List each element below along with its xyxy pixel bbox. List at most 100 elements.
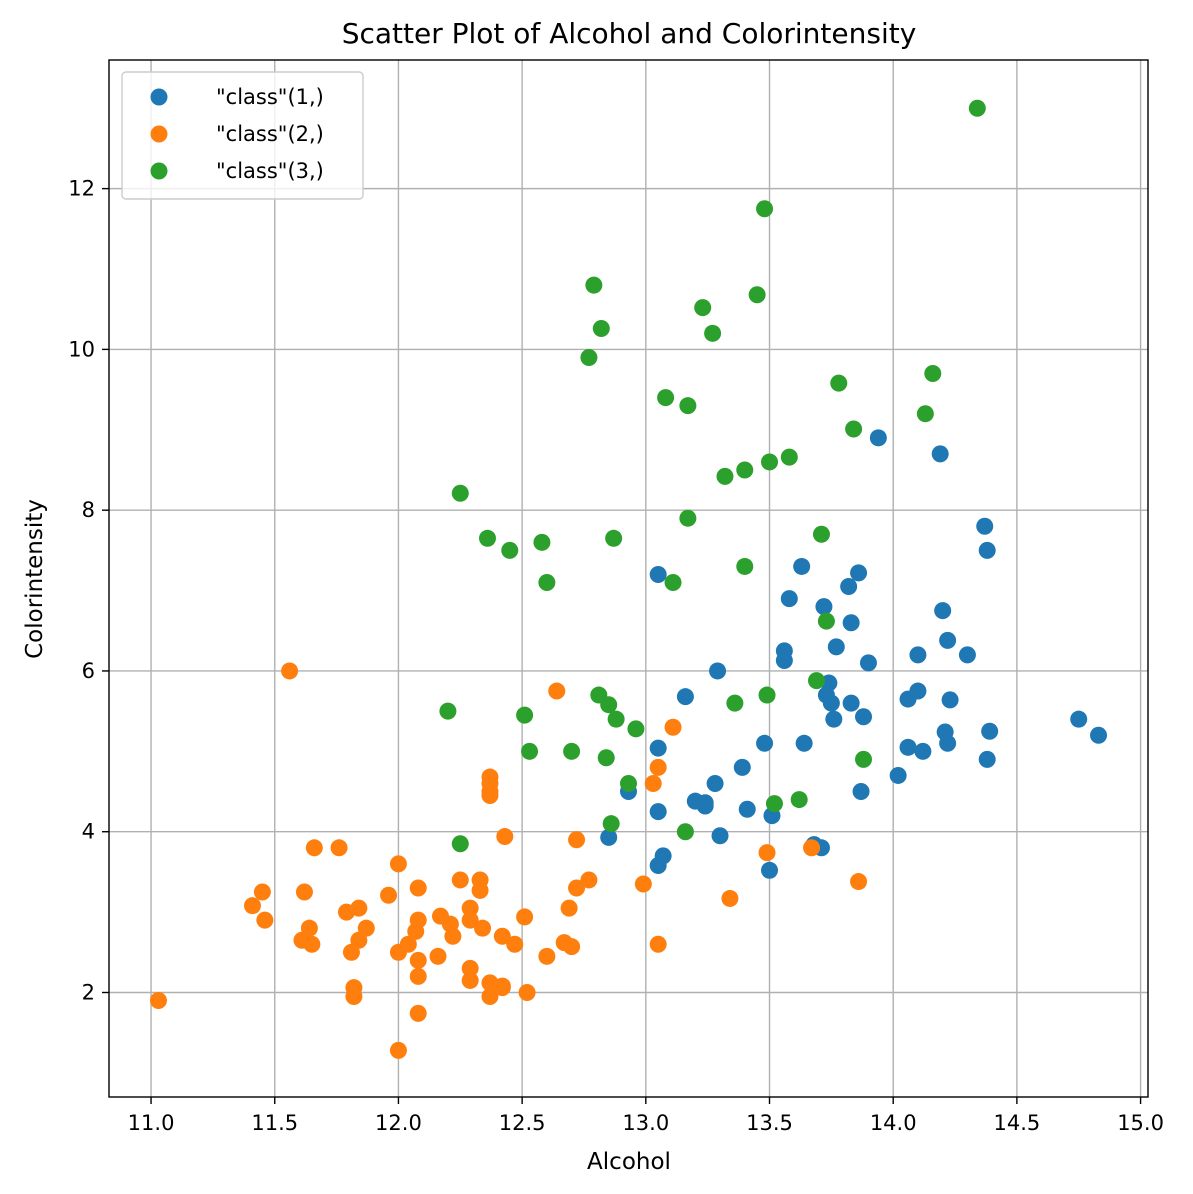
x-tick-label: 11.5 <box>251 1111 298 1135</box>
data-point <box>761 861 779 879</box>
data-point <box>399 935 417 953</box>
data-point <box>607 710 625 728</box>
data-point <box>555 934 573 952</box>
data-point <box>657 389 675 407</box>
data-point <box>330 839 348 857</box>
data-point <box>644 774 662 792</box>
data-point <box>758 686 776 704</box>
data-point <box>516 706 534 724</box>
data-point <box>345 988 363 1006</box>
data-point <box>1090 726 1108 744</box>
data-point <box>407 922 425 940</box>
data-point <box>716 467 734 485</box>
chart-title: Scatter Plot of Alcohol and Colorintensi… <box>342 17 917 50</box>
data-point <box>389 1041 407 1059</box>
data-point <box>842 694 860 712</box>
y-tick-label: 8 <box>82 498 95 522</box>
data-point <box>506 935 524 953</box>
data-point <box>808 672 826 690</box>
data-point <box>850 564 868 582</box>
data-point <box>493 927 511 945</box>
grid-lines <box>109 60 1148 1097</box>
data-point <box>958 646 976 664</box>
y-tick-label: 10 <box>68 337 95 361</box>
data-point <box>600 828 618 846</box>
data-point <box>357 919 375 937</box>
data-point <box>817 612 835 630</box>
data-point <box>409 879 427 897</box>
data-point <box>496 828 514 846</box>
legend-marker <box>150 125 168 143</box>
series-1-points <box>600 429 1108 879</box>
data-point <box>978 750 996 768</box>
data-point <box>934 602 952 620</box>
legend-label: "class"(2,) <box>216 122 324 146</box>
data-point <box>409 967 427 985</box>
data-point <box>597 749 615 767</box>
data-point <box>1070 710 1088 728</box>
data-point <box>936 723 954 741</box>
data-point <box>721 889 739 907</box>
data-point <box>380 886 398 904</box>
data-point <box>676 823 694 841</box>
data-point <box>924 365 942 383</box>
data-point <box>726 694 744 712</box>
data-point <box>293 931 311 949</box>
data-point <box>600 696 618 714</box>
x-tick-label: 14.0 <box>870 1111 917 1135</box>
data-point <box>765 795 783 813</box>
data-point <box>518 983 536 1001</box>
data-point <box>548 682 566 700</box>
data-point <box>481 768 499 786</box>
y-tick-label: 4 <box>82 820 95 844</box>
data-point <box>389 855 407 873</box>
data-point <box>429 947 447 965</box>
data-point <box>568 831 586 849</box>
data-point <box>563 742 581 760</box>
data-point <box>679 397 697 415</box>
data-point <box>899 690 917 708</box>
data-point <box>664 574 682 592</box>
data-point <box>337 903 355 921</box>
data-point <box>478 529 496 547</box>
x-tick-label: 14.5 <box>994 1111 1041 1135</box>
data-point <box>738 800 756 818</box>
x-axis-ticks: 11.0 11.5 12.0 12.5 13.0 13.5 14.0 14.5 15.0 <box>128 1097 1164 1135</box>
data-points <box>149 99 1108 1059</box>
data-point <box>676 688 694 706</box>
data-point <box>845 420 863 438</box>
data-point <box>827 638 845 656</box>
data-point <box>568 879 586 897</box>
data-point <box>976 517 994 535</box>
data-point <box>756 734 774 752</box>
data-point <box>649 565 667 583</box>
x-tick-label: 11.0 <box>128 1111 175 1135</box>
data-point <box>471 871 489 889</box>
data-point <box>461 959 479 977</box>
data-point <box>803 839 821 857</box>
data-point <box>501 541 519 559</box>
data-point <box>439 702 457 720</box>
data-point <box>409 951 427 969</box>
data-point <box>696 794 714 812</box>
legend: "class"(1,) "class"(2,) "class"(3,) <box>121 71 364 200</box>
data-point <box>914 742 932 760</box>
data-point <box>649 935 667 953</box>
x-axis-label: Alcohol <box>587 1149 671 1175</box>
data-point <box>461 911 479 929</box>
data-point <box>461 971 479 989</box>
data-point <box>780 590 798 608</box>
x-tick-label: 13.0 <box>622 1111 669 1135</box>
data-point <box>602 815 620 833</box>
data-point <box>815 598 833 616</box>
data-point <box>649 803 667 821</box>
data-point <box>585 276 603 294</box>
data-point <box>451 835 469 853</box>
data-point <box>840 578 858 596</box>
data-point <box>342 943 360 961</box>
data-point <box>521 742 539 760</box>
data-point <box>939 631 957 649</box>
legend-marker <box>150 88 168 106</box>
y-axis-ticks: 2 4 6 8 10 12 <box>68 177 109 1004</box>
data-point <box>694 299 712 317</box>
